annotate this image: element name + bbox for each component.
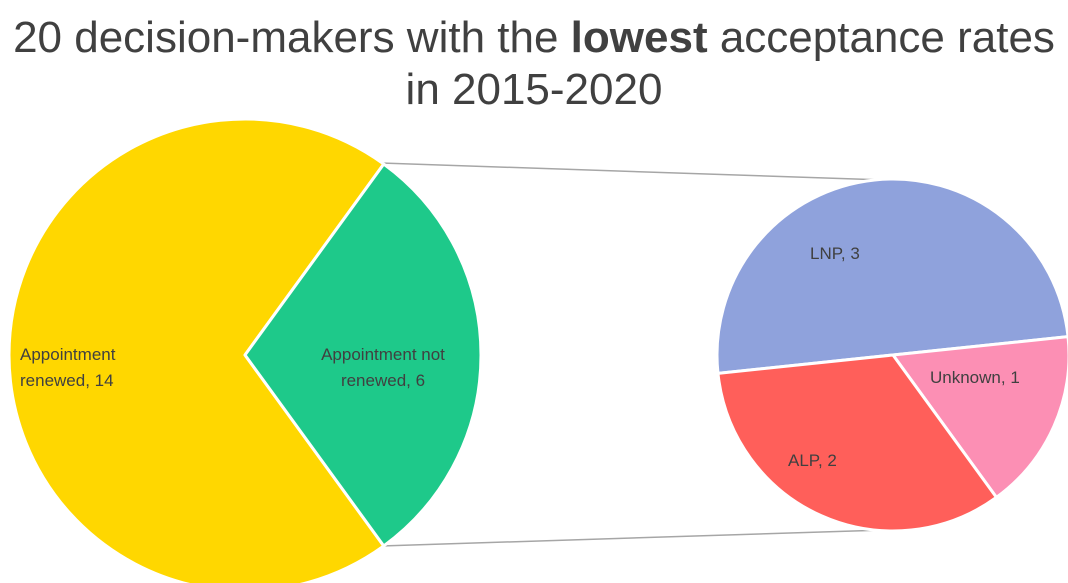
title-text: acceptance rates in 2015-2020 [405,13,1055,114]
data-label: Unknown, 1 [930,368,1020,387]
chart-title: 20 decision-makers with the lowest accep… [0,12,1068,116]
connector-line [379,162,886,181]
title-text: lowest [570,13,708,62]
pie-slice [891,335,1068,499]
data-label: LNP, 3 [810,244,860,263]
pie-slice [243,162,483,548]
data-label: Appointment not renewed, 6 [321,345,445,390]
pie-slice [7,117,386,583]
data-label: ALP, 2 [788,451,837,470]
connector-line [379,529,886,547]
data-label: Appointment renewed, 14 [20,345,116,390]
pie-slice [715,177,1068,375]
title-text: 20 decision-makers with the [13,13,559,62]
pie-slice [716,353,998,533]
